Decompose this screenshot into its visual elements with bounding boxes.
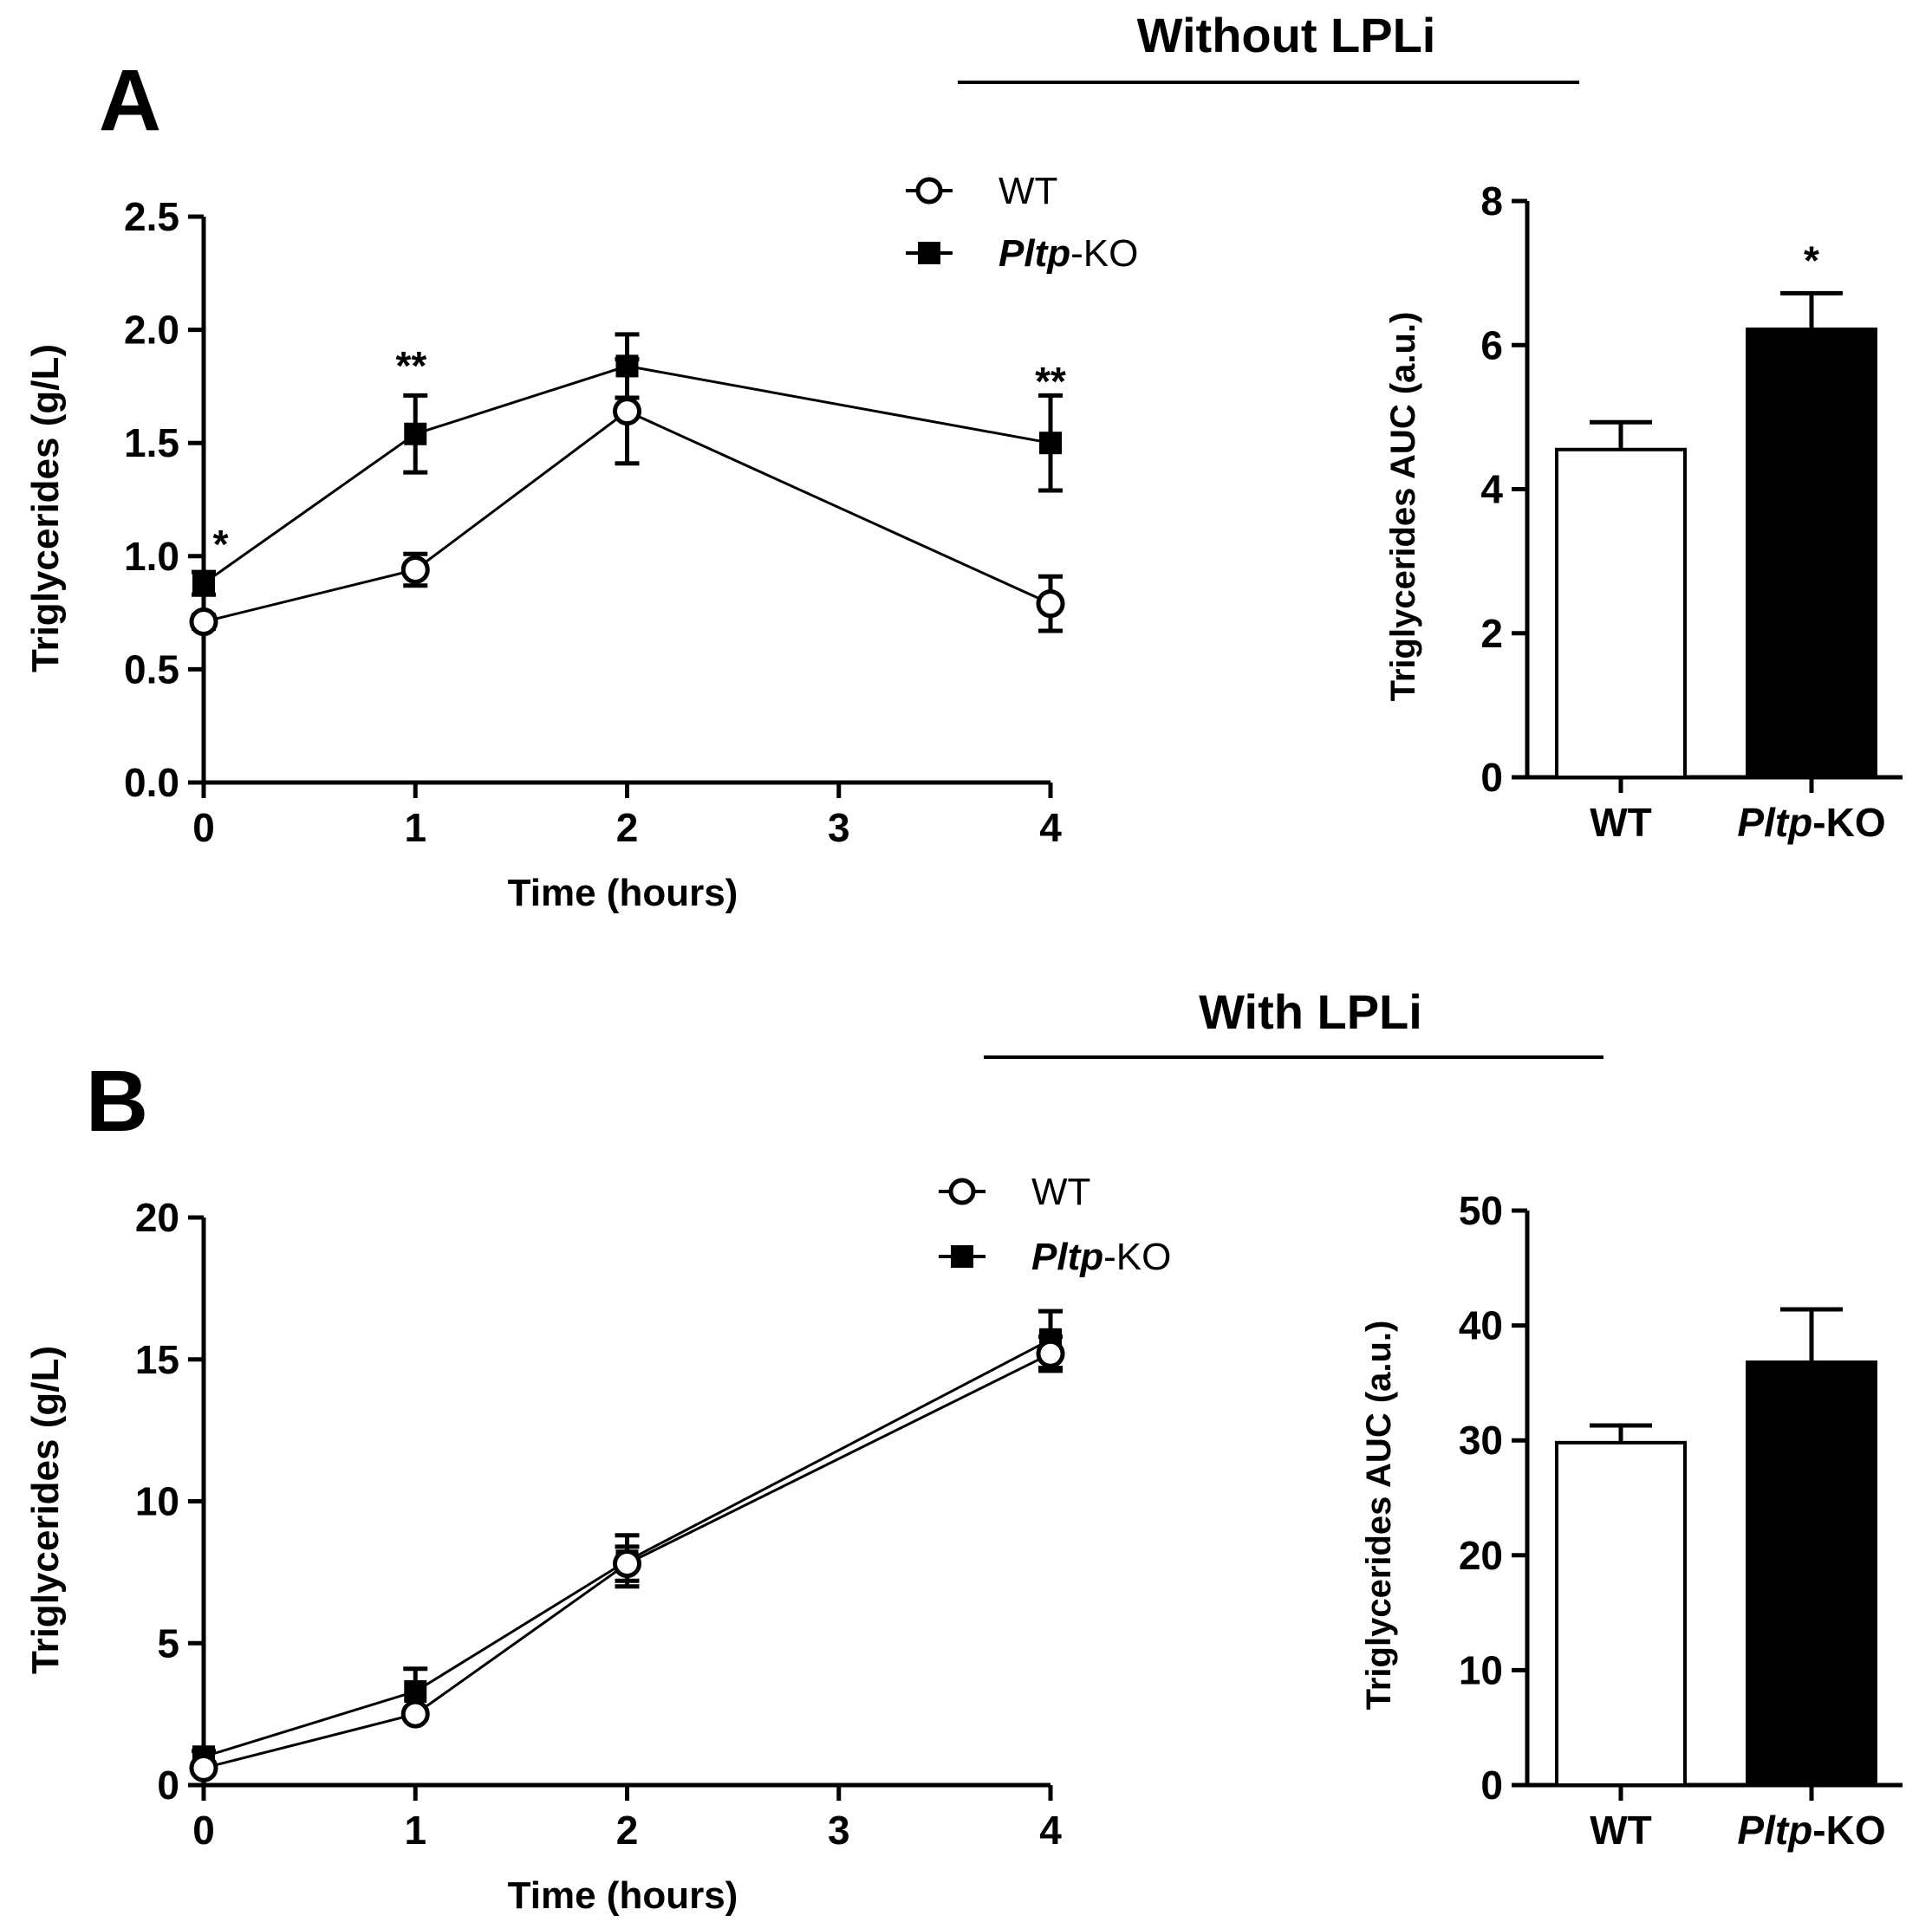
A_line-significance-mark: * bbox=[213, 522, 229, 567]
A_bar-ytick-label: 4 bbox=[1480, 467, 1503, 512]
B_line-legend-label: WT bbox=[1031, 1171, 1090, 1213]
B_line-point-square bbox=[404, 1679, 427, 1703]
A_line-ytick-label: 1.5 bbox=[124, 420, 179, 465]
A_line-ytick-label: 0.5 bbox=[124, 646, 179, 692]
B_line-point-circle bbox=[613, 1549, 641, 1579]
A_line-legend-circle bbox=[915, 177, 943, 205]
B_line-point-circle bbox=[400, 1699, 430, 1729]
B_line-ytick-label: 5 bbox=[157, 1620, 179, 1666]
B_line-section-title: With LPLi bbox=[1199, 984, 1422, 1039]
B_line-ytick-label: 10 bbox=[135, 1479, 179, 1524]
B_line-series-line-Pltp-KO bbox=[203, 1338, 1051, 1758]
A_line-ytick-label: 2.5 bbox=[124, 194, 179, 239]
B_bar-y-label: Triglycerides AUC (a.u.) bbox=[1360, 1321, 1398, 1711]
B_bar-ytick-label: 20 bbox=[1459, 1533, 1503, 1578]
B_line-xtick-label: 0 bbox=[192, 1808, 215, 1853]
A_line-point-square bbox=[1039, 432, 1062, 455]
B_bar-ytick-label: 10 bbox=[1459, 1647, 1503, 1692]
A_bar-ytick-label: 6 bbox=[1480, 322, 1503, 367]
A_line-xtick-label: 2 bbox=[616, 805, 639, 850]
A_bar-ytick-label: 2 bbox=[1480, 611, 1503, 656]
B_bar-bar-0 bbox=[1555, 1440, 1687, 1788]
A_line-x-label: Time (hours) bbox=[508, 872, 738, 914]
A_line-panel-label: A bbox=[99, 52, 161, 149]
A_line-xtick-label: 0 bbox=[192, 805, 215, 850]
B_line-series-line-WT bbox=[203, 1352, 1051, 1769]
B_bar-category-label: WT bbox=[1590, 1808, 1652, 1853]
A_line-point-square bbox=[615, 354, 639, 378]
A_bar-significance-mark: * bbox=[1804, 237, 1819, 282]
B_bar-ytick-label: 0 bbox=[1480, 1763, 1503, 1808]
B_line-legend-label: Pltp-KO bbox=[1031, 1236, 1171, 1278]
B_line-panel-label: B bbox=[86, 1053, 148, 1150]
B_line-xtick-label: 2 bbox=[616, 1808, 639, 1853]
B_bar-ytick-label: 30 bbox=[1459, 1418, 1503, 1463]
A_bar-ytick-label: 0 bbox=[1480, 755, 1503, 800]
B_line-point-circle bbox=[1036, 1339, 1065, 1368]
A_line-legend-label: WT bbox=[999, 170, 1057, 212]
A_line-point-circle bbox=[400, 555, 430, 584]
B_line-legend-square bbox=[951, 1245, 973, 1268]
A_line-point-circle bbox=[1036, 589, 1065, 619]
A_line-legend-label: Pltp-KO bbox=[999, 232, 1138, 275]
A_line-xtick-label: 3 bbox=[828, 805, 850, 850]
B_bar-ytick-label: 50 bbox=[1459, 1188, 1503, 1233]
A_bar-ytick-label: 8 bbox=[1480, 179, 1503, 224]
B_line-legend-circle bbox=[948, 1178, 976, 1205]
A_line-point-square bbox=[192, 572, 215, 595]
A_bar-category-label: WT bbox=[1590, 800, 1652, 845]
A_line-series-line-Pltp-KO bbox=[203, 364, 1051, 585]
B_line-ytick-label: 0 bbox=[157, 1763, 179, 1808]
A_line-significance-mark: ** bbox=[395, 343, 426, 388]
B_line-ytick-label: 20 bbox=[135, 1195, 179, 1240]
B_bar-bar-1 bbox=[1746, 1360, 1877, 1787]
A_bar-y-label: Triglycerides AUC (a.u.) bbox=[1384, 312, 1422, 702]
B_line-point-circle bbox=[189, 1753, 218, 1782]
B_line-xtick-label: 4 bbox=[1039, 1808, 1062, 1853]
A_line-xtick-label: 4 bbox=[1039, 805, 1062, 850]
A_line-series-line-WT bbox=[203, 409, 1051, 624]
B_bar-ytick-label: 40 bbox=[1459, 1303, 1503, 1348]
B_line-y-label: Triglycerides (g/L) bbox=[24, 1346, 67, 1674]
A_line-point-circle bbox=[613, 397, 641, 426]
B_line-xtick-label: 1 bbox=[404, 1808, 426, 1853]
A_line-ytick-label: 2.0 bbox=[124, 308, 179, 353]
B_bar-category-label: Pltp-KO bbox=[1737, 1808, 1885, 1853]
A_line-section-title: Without LPLi bbox=[1137, 8, 1436, 62]
A_line-ytick-label: 1.0 bbox=[124, 534, 179, 579]
A_line-significance-mark: ** bbox=[1035, 359, 1066, 404]
A_bar-category-label: Pltp-KO bbox=[1737, 800, 1885, 845]
B_line-xtick-label: 3 bbox=[828, 1808, 850, 1853]
B_line-x-label: Time (hours) bbox=[508, 1874, 738, 1917]
A_line-ytick-label: 0.0 bbox=[124, 760, 179, 805]
A_line-xtick-label: 1 bbox=[404, 805, 426, 850]
A_line-point-circle bbox=[189, 607, 218, 637]
B_line-ytick-label: 15 bbox=[135, 1337, 179, 1382]
A_line-y-label: Triglycerides (g/L) bbox=[24, 344, 67, 672]
A_line-legend-square bbox=[918, 242, 940, 264]
A_line-point-square bbox=[404, 422, 427, 445]
A_bar-bar-1 bbox=[1746, 327, 1877, 779]
A_bar-bar-0 bbox=[1555, 447, 1687, 779]
